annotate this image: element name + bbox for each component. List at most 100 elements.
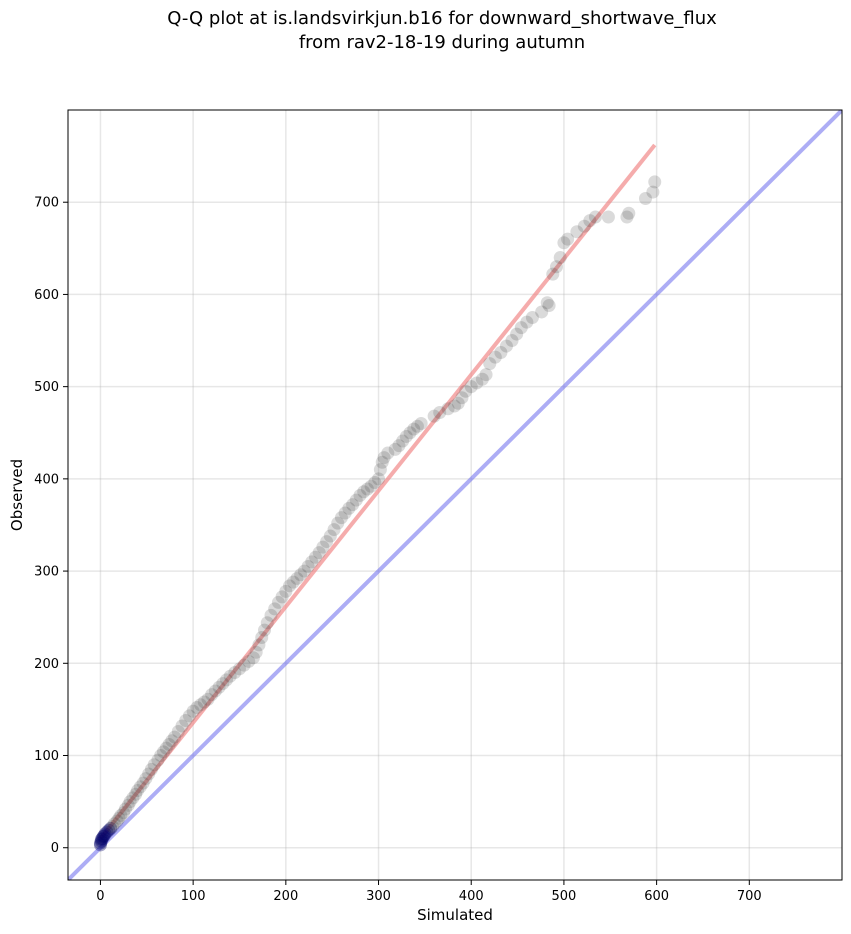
x-tick-label: 200 — [273, 889, 298, 904]
data-point — [540, 296, 554, 310]
x-tick-label: 0 — [96, 889, 104, 904]
data-point — [194, 698, 208, 712]
data-point — [94, 832, 108, 846]
data-point — [553, 251, 567, 265]
data-point — [620, 210, 634, 224]
data-point — [464, 380, 478, 394]
data-point — [373, 463, 387, 477]
data-point — [479, 368, 493, 382]
data-point — [159, 741, 173, 755]
grid-lines — [68, 110, 842, 880]
data-point — [114, 808, 128, 822]
data-point — [360, 482, 374, 496]
data-point — [156, 745, 170, 759]
data-point — [455, 391, 469, 405]
data-point — [144, 762, 158, 776]
data-point — [320, 535, 334, 549]
data-point — [171, 725, 185, 739]
y-tick-label: 500 — [34, 380, 59, 395]
data-point — [327, 523, 341, 537]
data-point — [162, 737, 176, 751]
data-point — [323, 529, 337, 543]
data-point — [396, 434, 410, 448]
data-point — [246, 651, 260, 665]
data-point — [112, 811, 126, 825]
data-point — [433, 405, 447, 419]
y-tick-label: 100 — [34, 749, 59, 764]
data-point — [182, 709, 196, 723]
data-point — [334, 511, 348, 525]
data-point — [407, 422, 421, 436]
data-point — [100, 825, 114, 839]
data-point — [372, 472, 386, 486]
data-points — [93, 175, 662, 852]
data-point — [286, 575, 300, 589]
data-point — [223, 669, 237, 683]
data-point — [255, 630, 269, 644]
data-point — [96, 830, 110, 844]
data-point — [175, 719, 189, 733]
x-tick-label: 700 — [737, 889, 762, 904]
data-point — [388, 442, 402, 456]
y-tick-label: 200 — [34, 657, 59, 672]
data-point — [377, 451, 391, 465]
data-point — [561, 232, 575, 246]
data-point — [186, 704, 200, 718]
data-point — [399, 429, 413, 443]
data-point — [448, 399, 462, 413]
data-point — [470, 376, 484, 390]
data-point — [190, 701, 204, 715]
data-point — [557, 236, 571, 250]
data-point — [249, 645, 263, 659]
data-point — [570, 225, 584, 239]
data-point — [368, 476, 382, 490]
data-point — [179, 713, 193, 727]
data-point — [208, 684, 222, 698]
data-point — [622, 206, 636, 220]
data-point — [133, 780, 147, 794]
data-point — [165, 734, 179, 748]
data-point — [346, 498, 360, 512]
data-point — [271, 595, 285, 609]
plot-frame — [67, 109, 843, 881]
data-point — [121, 798, 135, 812]
data-point — [97, 829, 111, 843]
data-point — [105, 820, 119, 834]
data-point — [499, 339, 513, 353]
data-point — [577, 219, 591, 233]
data-point — [151, 753, 165, 767]
data-point — [601, 210, 615, 224]
data-point — [129, 787, 143, 801]
data-point — [212, 680, 226, 694]
data-point — [275, 590, 289, 604]
data-point — [441, 402, 455, 416]
data-point — [228, 666, 242, 680]
data-point — [197, 695, 211, 709]
data-point — [338, 506, 352, 520]
x-tick-label: 400 — [459, 889, 484, 904]
axis-ticks: 0 100 200 300 400 500 600 700 0 100 200 300 400 500 60… — [34, 196, 762, 904]
data-point — [136, 776, 150, 790]
data-point — [142, 767, 156, 781]
data-point — [107, 817, 121, 831]
data-point — [168, 730, 182, 744]
data-point — [357, 485, 371, 499]
data-point — [535, 305, 549, 319]
data-point — [316, 540, 330, 554]
reference-lines — [68, 110, 842, 880]
data-point — [342, 501, 356, 515]
data-point — [118, 802, 132, 816]
data-point — [514, 321, 528, 335]
data-point — [268, 602, 282, 616]
data-point — [349, 493, 363, 507]
data-point — [252, 638, 266, 652]
data-point — [131, 784, 145, 798]
data-point — [205, 688, 219, 702]
data-point — [258, 623, 272, 637]
data-point — [201, 692, 215, 706]
data-point — [648, 175, 662, 189]
data-point — [410, 419, 424, 433]
data-point — [392, 439, 406, 453]
data-point — [126, 791, 140, 805]
